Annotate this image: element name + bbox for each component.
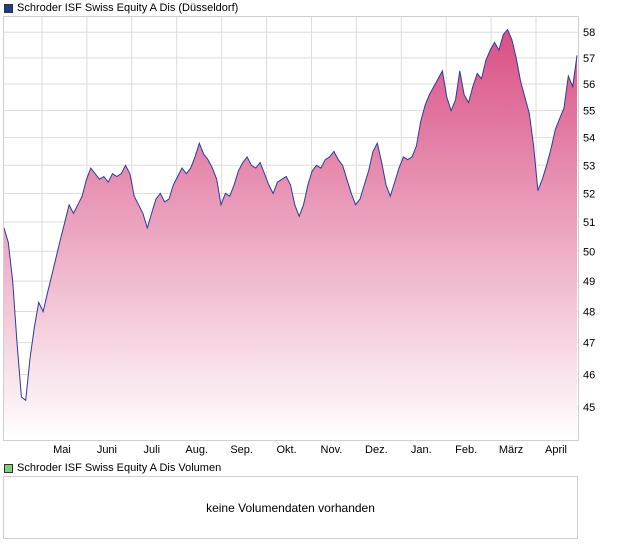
y-tick-label: 47 bbox=[583, 338, 595, 350]
x-tick-label: Nov. bbox=[321, 444, 343, 456]
price-legend-swatch bbox=[4, 3, 13, 13]
chart-frame bbox=[3, 16, 579, 441]
volume-legend-swatch bbox=[4, 463, 13, 473]
x-tick-label: Aug. bbox=[185, 444, 208, 456]
volume-empty-message: keine Volumendaten vorhanden bbox=[206, 500, 375, 515]
y-tick-label: 53 bbox=[583, 160, 595, 172]
y-tick-label: 49 bbox=[583, 276, 595, 288]
price-area bbox=[4, 29, 577, 440]
y-tick-label: 57 bbox=[583, 53, 595, 65]
y-tick-label: 55 bbox=[583, 106, 595, 118]
x-tick-label: Feb. bbox=[455, 444, 477, 456]
x-tick-label: Juli bbox=[144, 444, 161, 456]
x-tick-label: Jan. bbox=[411, 444, 432, 456]
x-axis: Mai Juni Juli Aug. Sep. Okt. Nov. Dez. Jan. Feb. M… bbox=[53, 444, 567, 456]
y-tick-label: 58 bbox=[583, 27, 595, 39]
y-tick-label: 56 bbox=[583, 79, 595, 91]
volume-legend-label: Schroder ISF Swiss Equity A Dis Volumen bbox=[17, 462, 222, 474]
x-tick-label: April bbox=[545, 444, 567, 456]
volume-panel: keine Volumendaten vorhanden bbox=[3, 476, 578, 539]
price-line bbox=[3, 28, 578, 402]
y-tick-label: 45 bbox=[583, 402, 595, 414]
price-legend: Schroder ISF Swiss Equity A Dis (Düsseld… bbox=[4, 2, 238, 14]
x-tick-label: März bbox=[499, 444, 523, 456]
volume-legend: Schroder ISF Swiss Equity A Dis Volumen bbox=[4, 462, 221, 474]
y-tick-label: 51 bbox=[583, 217, 595, 229]
x-tick-label: Sep. bbox=[230, 444, 253, 456]
y-axis: 45 46 47 48 49 50 51 52 53 54 55 56 57 58 bbox=[583, 27, 595, 414]
y-tick-label: 52 bbox=[583, 188, 595, 200]
x-tick-label: Juni bbox=[97, 444, 117, 456]
y-tick-label: 50 bbox=[583, 246, 595, 258]
price-legend-label: Schroder ISF Swiss Equity A Dis (Düsseld… bbox=[17, 2, 239, 14]
y-tick-label: 46 bbox=[583, 369, 595, 381]
x-tick-label: Mai bbox=[53, 444, 71, 456]
x-tick-label: Okt. bbox=[276, 444, 296, 456]
y-tick-label: 54 bbox=[583, 133, 595, 145]
y-tick-label: 48 bbox=[583, 307, 595, 319]
x-tick-label: Dez. bbox=[365, 444, 388, 456]
price-chart: 45 46 47 48 49 50 51 52 53 54 55 56 57 58 Mai Juni Juli… bbox=[3, 16, 595, 456]
